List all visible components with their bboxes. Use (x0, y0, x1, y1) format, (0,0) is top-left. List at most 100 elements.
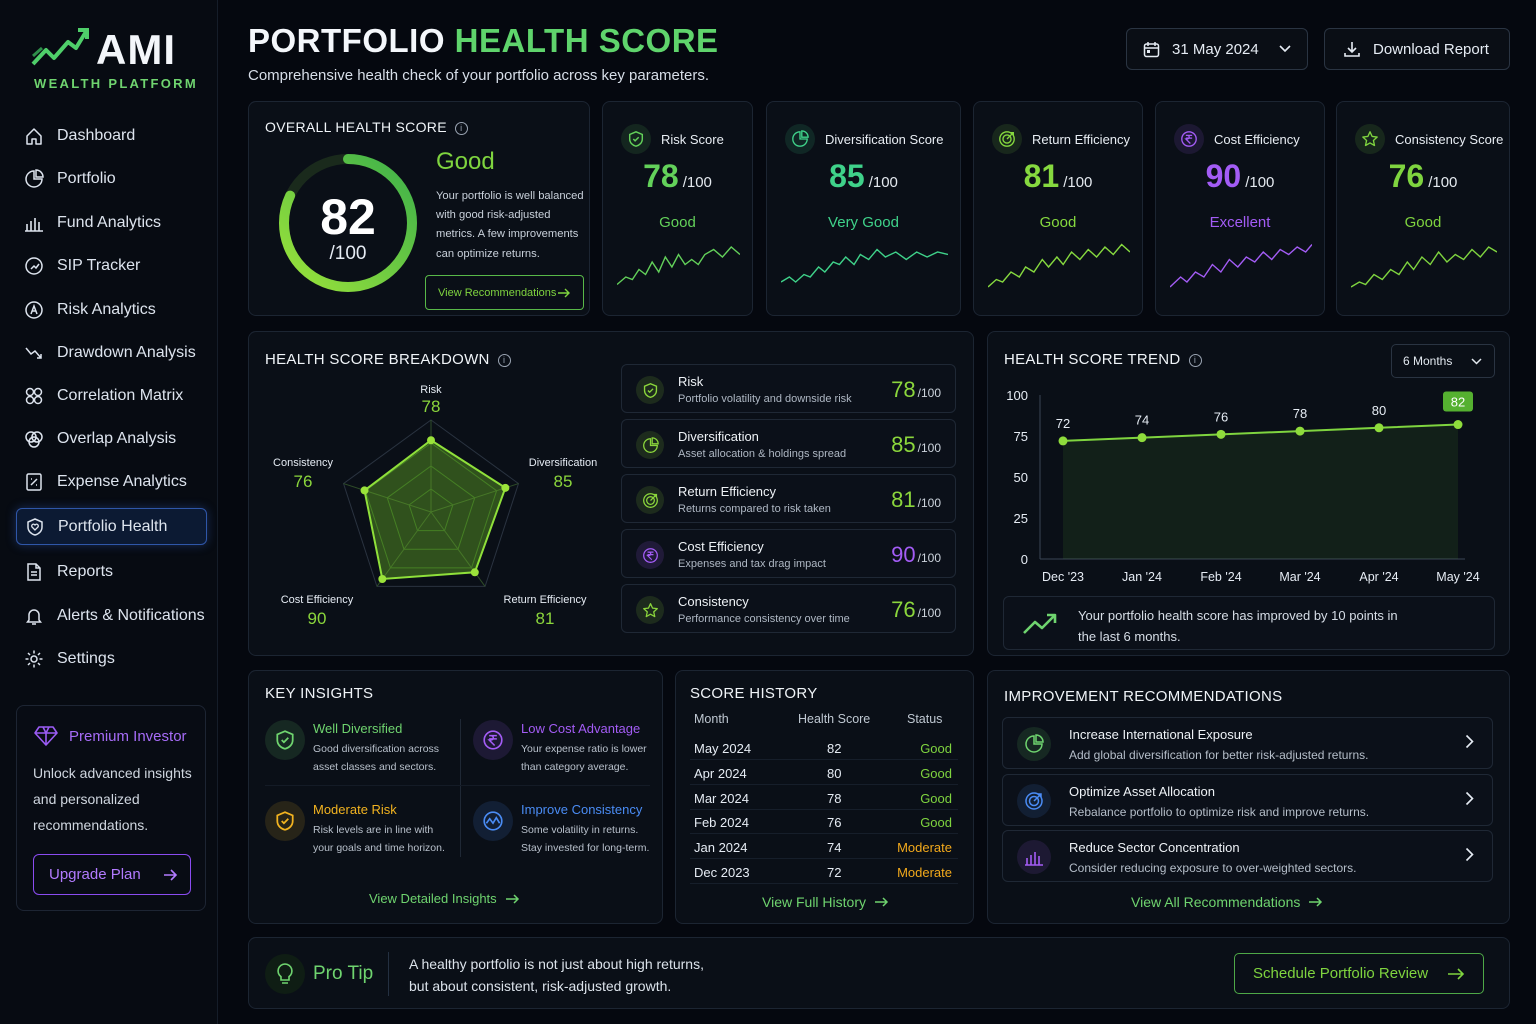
radar-axis-value: 76 (294, 472, 313, 491)
history-score: 76 (827, 815, 842, 831)
sidebar-item-dashboard[interactable]: Dashboard (16, 117, 207, 154)
range-select[interactable]: 6 Months (1391, 344, 1495, 378)
x-tick-label: Apr '24 (1359, 570, 1398, 584)
history-month: Apr 2024 (694, 765, 747, 781)
view-recommendations-button[interactable]: View Recommendations (425, 275, 584, 310)
score-card-cost-efficiency[interactable]: Cost Efficiency 90/100 Excellent (1155, 101, 1325, 316)
sidebar-item-correlation-matrix[interactable]: Correlation Matrix (16, 377, 207, 414)
download-report-button[interactable]: Download Report (1324, 28, 1510, 70)
sidebar-item-portfolio-health[interactable]: Portfolio Health (16, 508, 207, 545)
score-card-title: Risk Score (603, 124, 752, 154)
upgrade-plan-button[interactable]: Upgrade Plan (33, 854, 191, 895)
overall-score-value: 82 (320, 189, 376, 245)
breakdown-row-score: 81/100 (891, 487, 941, 512)
radar-point (470, 568, 479, 577)
recommendations-title: IMPROVEMENT RECOMMENDATIONS (1004, 688, 1283, 705)
trend-data-label: 78 (1293, 406, 1307, 421)
sidebar-item-settings[interactable]: Settings (16, 640, 207, 677)
sidebar-item-risk-analytics[interactable]: Risk Analytics (16, 291, 207, 328)
view-all-recommendations-link[interactable]: View All Recommendations (1131, 894, 1323, 910)
breakdown-row-score: 78/100 (891, 377, 941, 402)
sidebar-item-drawdown-analysis[interactable]: Drawdown Analysis (16, 334, 207, 371)
recommendation-desc: Add global diversification for better ri… (1069, 748, 1369, 762)
sidebar-item-portfolio[interactable]: Portfolio (16, 160, 207, 197)
view-detailed-insights-link[interactable]: View Detailed Insights (369, 891, 520, 906)
sidebar-item-alerts-notifications[interactable]: Alerts & Notifications (16, 597, 207, 634)
score-card-return-efficiency[interactable]: Return Efficiency 81/100 Good (973, 101, 1143, 316)
pro-tip-panel: Pro Tip A healthy portfolio is not just … (248, 937, 1510, 1009)
star-icon (636, 596, 664, 624)
trend-point[interactable] (1137, 433, 1147, 443)
score-card-title: Diversification Score (767, 124, 960, 154)
trend-area (1063, 424, 1458, 559)
sparkline (988, 242, 1130, 292)
overall-score-title: OVERALL HEALTH SCORE i (265, 119, 468, 135)
sidebar-item-sip-tracker[interactable]: SIP Tracker (16, 247, 207, 284)
breakdown-row-diversification[interactable]: Diversification Asset allocation & holdin… (621, 419, 956, 468)
breakdown-row-score: 85/100 (891, 432, 941, 457)
trend-point[interactable] (1453, 420, 1463, 430)
trend-point[interactable] (1058, 436, 1068, 446)
chevron-down-icon (1471, 358, 1482, 365)
pie-chart-icon (785, 124, 815, 154)
trend-point[interactable] (1295, 426, 1305, 436)
download-icon (1344, 42, 1360, 57)
radar-point (427, 436, 435, 445)
history-score: 72 (827, 865, 842, 880)
recommendation-reduce-sector-concentration[interactable]: Reduce Sector Concentration Consider redu… (1002, 830, 1493, 882)
breakdown-row-name: Risk (678, 374, 704, 389)
breakdown-row-cost-efficiency[interactable]: Cost Efficiency Expenses and tax drag imp… (621, 529, 956, 578)
recommendation-optimize-asset-allocation[interactable]: Optimize Asset Allocation Rebalance portf… (1002, 773, 1493, 826)
radar-axis-label: Diversification (529, 457, 597, 469)
info-icon[interactable]: i (454, 122, 468, 135)
score-card-consistency-score[interactable]: Consistency Score 76/100 Good (1336, 101, 1510, 316)
recommendation-title: Increase International Exposure (1069, 727, 1253, 742)
trend-point[interactable] (1216, 429, 1226, 439)
view-full-history-label: View Full History (762, 894, 866, 910)
arrow-right-icon (164, 869, 178, 881)
score-card-label: Diversification Score (825, 131, 944, 147)
trend-note-text: Your portfolio health score has improved… (1078, 608, 1398, 644)
overall-score-panel: OVERALL HEALTH SCORE i 82 /100 Good Your … (248, 101, 590, 316)
sidebar-item-fund-analytics[interactable]: Fund Analytics (16, 204, 207, 241)
page-title-part2: HEALTH SCORE (454, 22, 719, 59)
premium-title: Premium Investor (69, 728, 187, 745)
bell-icon (24, 606, 57, 626)
pro-tip-divider (388, 952, 389, 996)
radar-area (363, 439, 507, 581)
history-score: 80 (827, 765, 842, 781)
insights-title: KEY INSIGHTS (265, 685, 374, 702)
target-icon (992, 124, 1022, 154)
recommendation-desc: Consider reducing exposure to over-weigh… (1069, 861, 1357, 875)
sparkline (1170, 242, 1312, 292)
score-card-label: Risk Score (661, 131, 724, 147)
insights-panel: KEY INSIGHTS View Detailed Insights (248, 670, 663, 924)
insight-moderate-risk-title: Moderate Risk (313, 802, 397, 817)
score-card-risk-score[interactable]: Risk Score 78/100 Good (602, 101, 753, 316)
x-tick-label: May '24 (1436, 570, 1479, 584)
y-tick-label: 100 (1006, 388, 1028, 403)
sidebar-item-overlap-analysis[interactable]: Overlap Analysis (16, 420, 207, 457)
chevron-right-icon (1465, 847, 1474, 862)
trend-point[interactable] (1374, 423, 1384, 433)
radar-point (360, 486, 369, 495)
breakdown-row-risk[interactable]: Risk Portfolio volatility and downside ri… (621, 364, 956, 413)
arrow-right-icon (1309, 897, 1323, 907)
info-icon[interactable]: i (497, 354, 511, 367)
star-icon (1355, 124, 1385, 154)
score-card-diversification-score[interactable]: Diversification Score 85/100 Very Good (766, 101, 961, 316)
breakdown-row-consistency[interactable]: Consistency Performance consistency over … (621, 584, 956, 633)
y-tick-label: 25 (1014, 511, 1028, 526)
overall-description: Your portfolio is well balanced with goo… (436, 190, 584, 260)
schedule-review-button[interactable]: Schedule Portfolio Review (1234, 953, 1484, 994)
view-full-history-link[interactable]: View Full History (762, 894, 889, 910)
breakdown-row-return-efficiency[interactable]: Return Efficiency Returns compared to ris… (621, 474, 956, 523)
calendar-icon (1143, 41, 1160, 57)
recommendation-increase-international-exposure[interactable]: Increase International Exposure Add globa… (1002, 717, 1493, 769)
sidebar-item-expense-analytics[interactable]: Expense Analytics (16, 463, 207, 500)
sparkline (1351, 242, 1497, 292)
info-icon[interactable]: i (1188, 354, 1202, 367)
brand-tagline: WEALTH PLATFORM (34, 76, 198, 91)
sidebar-item-reports[interactable]: Reports (16, 553, 207, 590)
date-picker[interactable]: 31 May 2024 (1126, 28, 1308, 70)
